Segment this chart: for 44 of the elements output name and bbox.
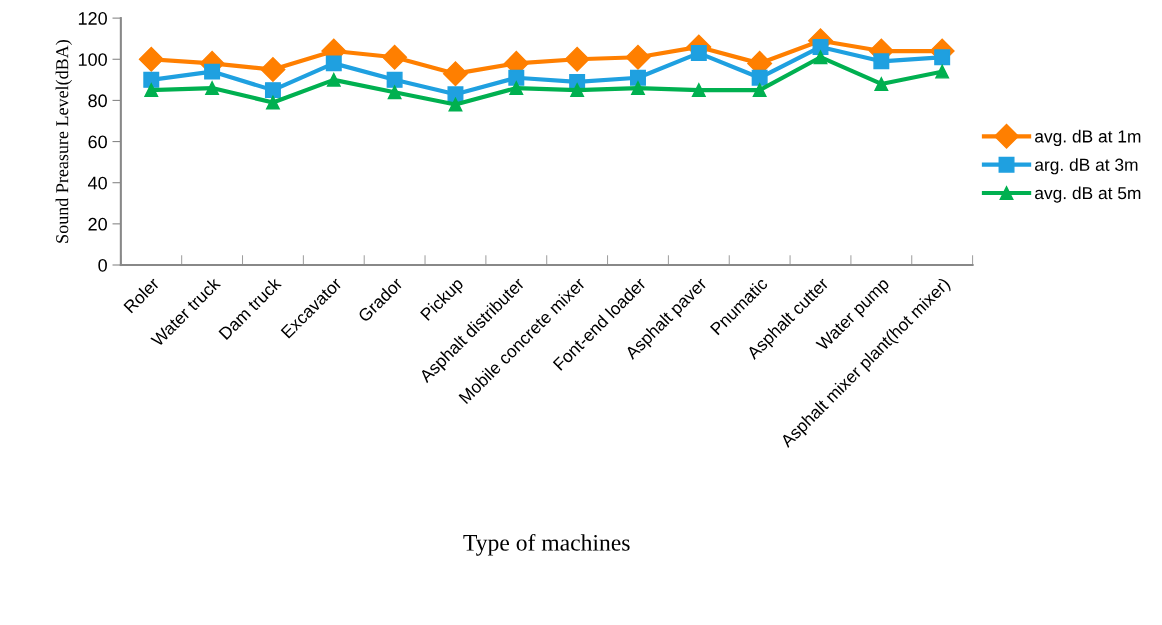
y-tick-label: 40: [87, 176, 107, 190]
legend-label: avg. dB at 1m: [1035, 129, 1141, 147]
legend-label: avg. dB at 5m: [1035, 186, 1141, 203]
point: [138, 46, 164, 72]
point: [264, 82, 281, 99]
point: [266, 95, 280, 110]
point: [448, 97, 463, 112]
point: [873, 53, 890, 70]
point: [260, 57, 286, 83]
point: [570, 83, 585, 98]
y-tick-label: 20: [88, 217, 107, 231]
point: [447, 86, 464, 103]
point: [325, 55, 342, 72]
point: [442, 61, 468, 87]
point: [629, 69, 646, 86]
point: [204, 63, 221, 80]
x-axis-title: Type of machines: [463, 533, 630, 556]
point: [935, 64, 950, 79]
point: [386, 71, 403, 88]
point: [691, 83, 706, 98]
point: [874, 77, 889, 91]
point: [752, 83, 767, 98]
point: [625, 44, 651, 70]
y-axis-title: Sound Preasure Level(dBA): [55, 40, 72, 243]
point: [631, 81, 645, 96]
point: [382, 44, 408, 70]
legend-label: arg. dB at 3m: [1035, 158, 1138, 175]
y-tick-label: 60: [88, 135, 107, 149]
point: [508, 69, 525, 86]
y-tick-label: 0: [98, 258, 107, 272]
point: [690, 45, 707, 62]
y-tick-label: 100: [78, 53, 107, 66]
point: [144, 83, 159, 98]
point: [813, 50, 828, 65]
point: [205, 81, 220, 96]
y-tick-label: 120: [78, 12, 107, 25]
point: [143, 71, 160, 88]
point: [326, 72, 341, 87]
point: [387, 85, 402, 100]
point: [934, 49, 951, 66]
point: [751, 69, 768, 86]
point: [564, 46, 590, 72]
y-tick-label: 80: [88, 94, 107, 108]
point: [509, 81, 524, 96]
